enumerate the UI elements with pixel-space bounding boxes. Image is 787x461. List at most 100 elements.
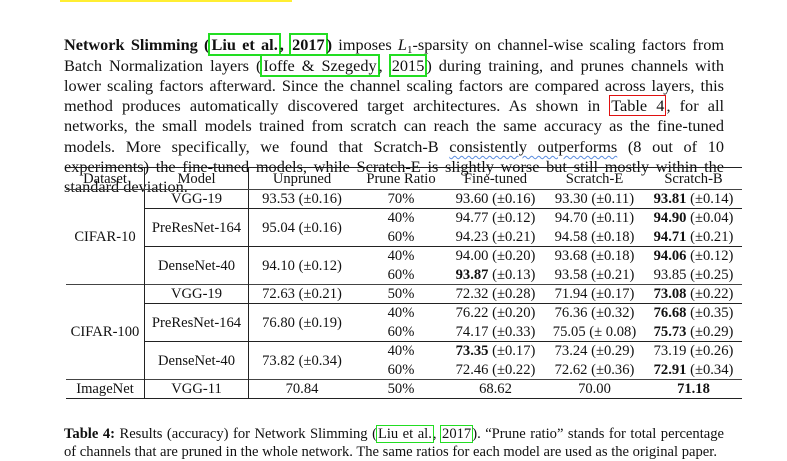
- table-row: PreResNet-164 95.04 (±0.16) 40% 94.77 (±0.1…: [66, 208, 742, 247]
- fine-tuned-cell: 72.46 (±0.22): [455, 361, 536, 378]
- prune-ratio-cell: 40%: [355, 208, 447, 228]
- citation-link-ioffe-author[interactable]: Ioffe & Szegedy: [260, 53, 380, 77]
- scratch-e-cell: 93.58 (±0.21): [554, 266, 635, 283]
- table-row: 60% 74.17 (±0.33) 75.05 (± 0.08) 75.73 (±0.…: [66, 323, 742, 342]
- best-value: 73.35: [455, 343, 489, 360]
- scratch-e-cell: 76.36 (±0.32): [543, 303, 645, 323]
- prune-ratio-cell: 40%: [355, 341, 447, 361]
- citation-link-ioffe-year[interactable]: 2015: [388, 53, 428, 77]
- model-cell: PreResNet-164: [144, 208, 249, 247]
- prune-ratio-cell: 60%: [387, 266, 415, 283]
- best-value: 93.87: [455, 266, 489, 283]
- dataset-cell: CIFAR-100: [66, 284, 145, 380]
- best-value: 72.91: [653, 361, 687, 378]
- l1-math: L1: [397, 35, 413, 57]
- scratch-e-cell: 93.68 (±0.18): [543, 246, 645, 266]
- caption-label: Table 4:: [64, 425, 115, 442]
- model-cell: DenseNet-40: [144, 246, 249, 285]
- best-value: 73.08: [653, 286, 687, 302]
- fine-tuned-cell: 76.22 (±0.20): [447, 303, 544, 323]
- header-unpruned: Unpruned: [248, 167, 355, 190]
- scratch-e-cell: 70.00: [543, 379, 645, 399]
- model-cell: VGG-19: [144, 189, 249, 209]
- spellcheck-flagged-text[interactable]: consistently outperforms: [449, 136, 618, 156]
- unpruned-cell: 72.63 (±0.21): [248, 284, 355, 304]
- table-4-reference-link[interactable]: Table 4: [609, 95, 667, 117]
- scratch-b-cell: 93.81 (±0.14): [644, 189, 742, 209]
- dataset-cell: ImageNet: [66, 379, 145, 399]
- table-row: DenseNet-40 94.10 (±0.12) 40% 94.00 (±0.20)…: [66, 246, 742, 285]
- table-header-row: Dataset Model Unpruned Prune Ratio Fine-…: [66, 167, 742, 190]
- scratch-b-cell: 73.08 (±0.22): [644, 284, 742, 304]
- fine-tuned-cell: 93.60 (±0.16): [447, 189, 544, 209]
- best-value: 94.90: [653, 210, 687, 227]
- best-value: 94.06: [653, 248, 687, 265]
- citation-link-liu-author[interactable]: Liu et al.: [208, 33, 281, 57]
- fine-tuned-cell: 94.23 (±0.21): [455, 228, 536, 245]
- fine-tuned-cell: 74.17 (±0.33): [455, 323, 536, 340]
- body-paragraph: Network Slimming (Liu et al., 2017) impo…: [64, 33, 725, 197]
- best-value: 94.71: [653, 228, 687, 245]
- fine-tuned-cell: 93.87 (±0.13): [455, 266, 536, 283]
- unpruned-cell: 94.10 (±0.12): [248, 246, 355, 285]
- table-row: CIFAR-10 VGG-19 93.53 (±0.16) 70% 93.60 (±0.…: [66, 189, 742, 285]
- model-cell: VGG-11: [144, 379, 249, 399]
- header-prune-ratio: Prune Ratio: [355, 167, 447, 190]
- scratch-b-cell: 94.90 (±0.04): [644, 208, 742, 228]
- prune-ratio-cell: 60%: [387, 361, 415, 378]
- header-scratch-e: Scratch-E: [543, 167, 645, 190]
- unpruned-cell: 76.80 (±0.19): [248, 303, 355, 342]
- results-table: Dataset Model Unpruned Prune Ratio Fine-…: [66, 167, 742, 399]
- scratch-b-cell: 72.91 (±0.34): [653, 361, 734, 378]
- prune-ratio-cell: 60%: [387, 323, 415, 340]
- model-cell: VGG-19: [144, 284, 249, 304]
- scratch-b-cell: 94.06 (±0.12): [644, 246, 742, 266]
- prune-ratio-cell: 50%: [355, 284, 447, 304]
- table-row: DenseNet-40 73.82 (±0.34) 40% 73.35 (±0.17)…: [66, 341, 742, 380]
- prune-ratio-cell: 70%: [355, 189, 447, 209]
- header-fine-tuned: Fine-tuned: [447, 167, 544, 190]
- scratch-e-cell: 71.94 (±0.17): [543, 284, 645, 304]
- fine-tuned-cell: 73.35 (±0.17): [447, 341, 544, 361]
- scratch-e-cell: 93.30 (±0.11): [543, 189, 645, 209]
- scratch-b-cell: 71.18: [644, 379, 742, 399]
- table-row: 60% 72.46 (±0.22) 72.62 (±0.36) 72.91 (±0.3…: [66, 361, 742, 380]
- scratch-e-cell: 72.62 (±0.36): [554, 361, 635, 378]
- scratch-e-cell: 73.24 (±0.29): [543, 341, 645, 361]
- model-cell: DenseNet-40: [144, 341, 249, 380]
- best-value: 76.68: [653, 305, 687, 322]
- best-value: 93.81: [653, 191, 687, 207]
- prune-ratio-cell: 40%: [355, 303, 447, 323]
- scratch-e-cell: 75.05 (± 0.08): [552, 323, 637, 340]
- unpruned-cell: 73.82 (±0.34): [248, 341, 355, 380]
- header-scratch-b: Scratch-B: [644, 167, 742, 190]
- scratch-b-cell: 94.71 (±0.21): [653, 228, 734, 245]
- prune-ratio-cell: 50%: [355, 379, 447, 399]
- table-row: ImageNet VGG-11 70.84 50% 68.62 70.00 71.18: [66, 379, 742, 399]
- top-highlight-strip: [60, 0, 292, 2]
- fine-tuned-cell: 68.62: [447, 379, 544, 399]
- scratch-b-cell: 76.68 (±0.35): [644, 303, 742, 323]
- best-value: 71.18: [677, 381, 710, 397]
- scratch-b-cell: 73.19 (±0.26): [644, 341, 742, 361]
- scratch-e-cell: 94.58 (±0.18): [554, 228, 635, 245]
- header-model: Model: [144, 167, 249, 190]
- fine-tuned-cell: 72.32 (±0.28): [447, 284, 544, 304]
- header-dataset: Dataset: [66, 167, 145, 190]
- table-row: 60% 93.87 (±0.13) 93.58 (±0.21) 93.85 (±0.2…: [66, 266, 742, 285]
- citation-link-liu-year[interactable]: 2017: [289, 33, 328, 57]
- dataset-cell: CIFAR-10: [66, 189, 145, 285]
- table-row: PreResNet-164 76.80 (±0.19) 40% 76.22 (±0.2…: [66, 303, 742, 342]
- caption-citation-year[interactable]: 2017: [440, 424, 474, 443]
- table-row: CIFAR-100 VGG-19 72.63 (±0.21) 50% 72.32 (±0…: [66, 284, 742, 380]
- model-cell: PreResNet-164: [144, 303, 249, 342]
- prune-ratio-cell: 60%: [387, 228, 415, 245]
- unpruned-cell: 70.84: [248, 379, 355, 399]
- unpruned-cell: 93.53 (±0.16): [248, 189, 355, 209]
- scratch-e-cell: 94.70 (±0.11): [543, 208, 645, 228]
- fine-tuned-cell: 94.00 (±0.20): [447, 246, 544, 266]
- unpruned-cell: 95.04 (±0.16): [248, 208, 355, 247]
- caption-citation-author[interactable]: Liu et al.: [375, 424, 434, 443]
- scratch-b-cell: 93.85 (±0.25): [653, 266, 734, 283]
- method-name: Network Slimming: [64, 35, 198, 55]
